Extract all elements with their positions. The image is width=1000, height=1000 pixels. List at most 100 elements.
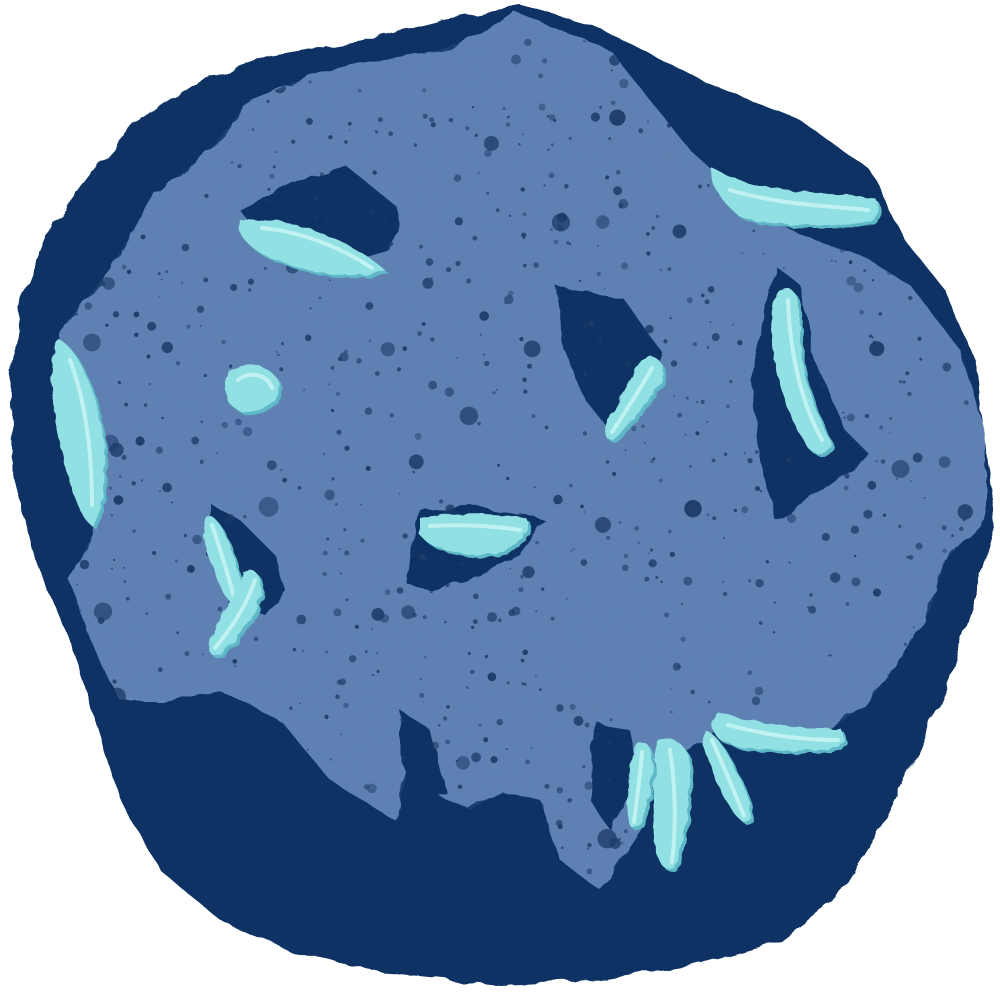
speckle-dot [131,481,136,486]
speckle-dot [830,654,833,657]
speckle-dot [272,165,276,169]
speckle-dot [118,475,122,478]
speckle-dot [429,590,433,594]
speckle-dot [568,136,572,141]
speckle-dot [895,846,901,852]
speckle-dot [621,778,624,781]
speckle-dot [157,272,161,275]
speckle-dot [790,461,793,464]
speckle-dot [722,580,725,584]
speckle-dot [453,174,462,182]
speckle-dot [282,477,288,483]
speckle-dot [967,652,971,656]
speckle-dot [158,667,163,672]
speckle-dot [891,460,910,478]
speckle-dot [89,169,92,172]
speckle-dot [366,783,377,794]
speckle-dot [264,197,270,203]
speckle-dot [258,496,279,517]
speckle-dot [644,576,650,582]
speckle-dot [237,164,242,169]
speckle-dot [923,497,926,499]
speckle-dot [199,325,202,327]
speckle-dot [926,793,929,797]
speckle-dot [430,337,435,342]
speckle-dot [221,339,226,345]
speckle-dot [159,490,161,493]
speckle-dot [785,457,792,463]
speckle-dot [88,740,93,745]
speckle-dot [132,529,136,533]
speckle-dot [544,425,549,430]
speckle-dot [618,521,622,524]
speckle-dot [520,658,525,663]
speckle-dot [912,452,923,463]
speckle-dot [586,868,593,875]
speckle-dot [292,647,297,652]
speckle-dot [647,120,649,123]
speckle-dot [580,504,584,509]
speckle-dot [788,561,791,564]
speckle-dot [930,122,935,128]
speckle-dot [594,516,611,533]
speckle-dot [569,703,576,711]
speckle-dot [610,69,613,72]
speckle-dot [650,459,655,464]
speckle-dot [234,664,237,668]
speckle-dot [961,54,966,60]
speckle-dot [898,524,902,529]
speckle-dot [408,454,424,470]
speckle-dot [580,377,584,381]
speckle-dot [684,433,687,436]
speckle-dot [746,52,753,58]
speckle-dot [186,324,191,329]
speckle-dot [913,246,916,250]
speckle-dot [697,53,701,58]
speckle-dot [428,380,438,390]
speckle-dot [706,184,710,187]
speckle-dot [883,123,887,127]
speckle-dot [484,149,492,158]
speckle-dot [249,545,253,549]
speckle-dot [184,651,190,657]
speckle-dot [200,420,203,423]
speckle-dot [135,436,145,446]
speckle-dot [374,130,377,132]
speckle-dot [266,460,277,470]
speckle-dot [360,538,365,543]
speckle-dot [418,244,424,249]
speckle-dot [669,551,676,558]
speckle-dot [584,781,593,790]
speckle-dot [232,658,238,664]
speckle-dot [821,483,826,489]
crystal-body [653,739,690,870]
speckle-dot [707,286,715,293]
speckle-dot [908,295,913,301]
speckle-dot [86,113,90,118]
speckle-dot [359,206,362,208]
speckle-dot [82,783,85,786]
speckle-dot [267,188,271,191]
speckle-dot [124,402,128,407]
speckle-dot [648,559,657,568]
speckle-dot [791,110,797,116]
speckle-dot [152,550,157,556]
speckle-dot [869,341,885,357]
speckle-dot [928,869,932,873]
speckle-dot [868,334,873,338]
speckle-dot [319,172,325,177]
speckle-dot [181,243,190,252]
speckle-dot [664,612,670,618]
speckle-dot [217,606,223,612]
crystal-highlight [632,750,644,824]
speckle-dot [850,525,860,534]
speckle-dot [773,601,776,604]
speckle-dot [380,342,395,357]
speckle-dot [289,706,293,710]
speckle-dot [762,252,765,256]
speckle-dot [773,38,781,45]
speckle-dot [425,258,434,266]
speckle-dot [333,608,342,617]
speckle-dot [484,654,489,659]
speckle-dot [277,354,280,356]
